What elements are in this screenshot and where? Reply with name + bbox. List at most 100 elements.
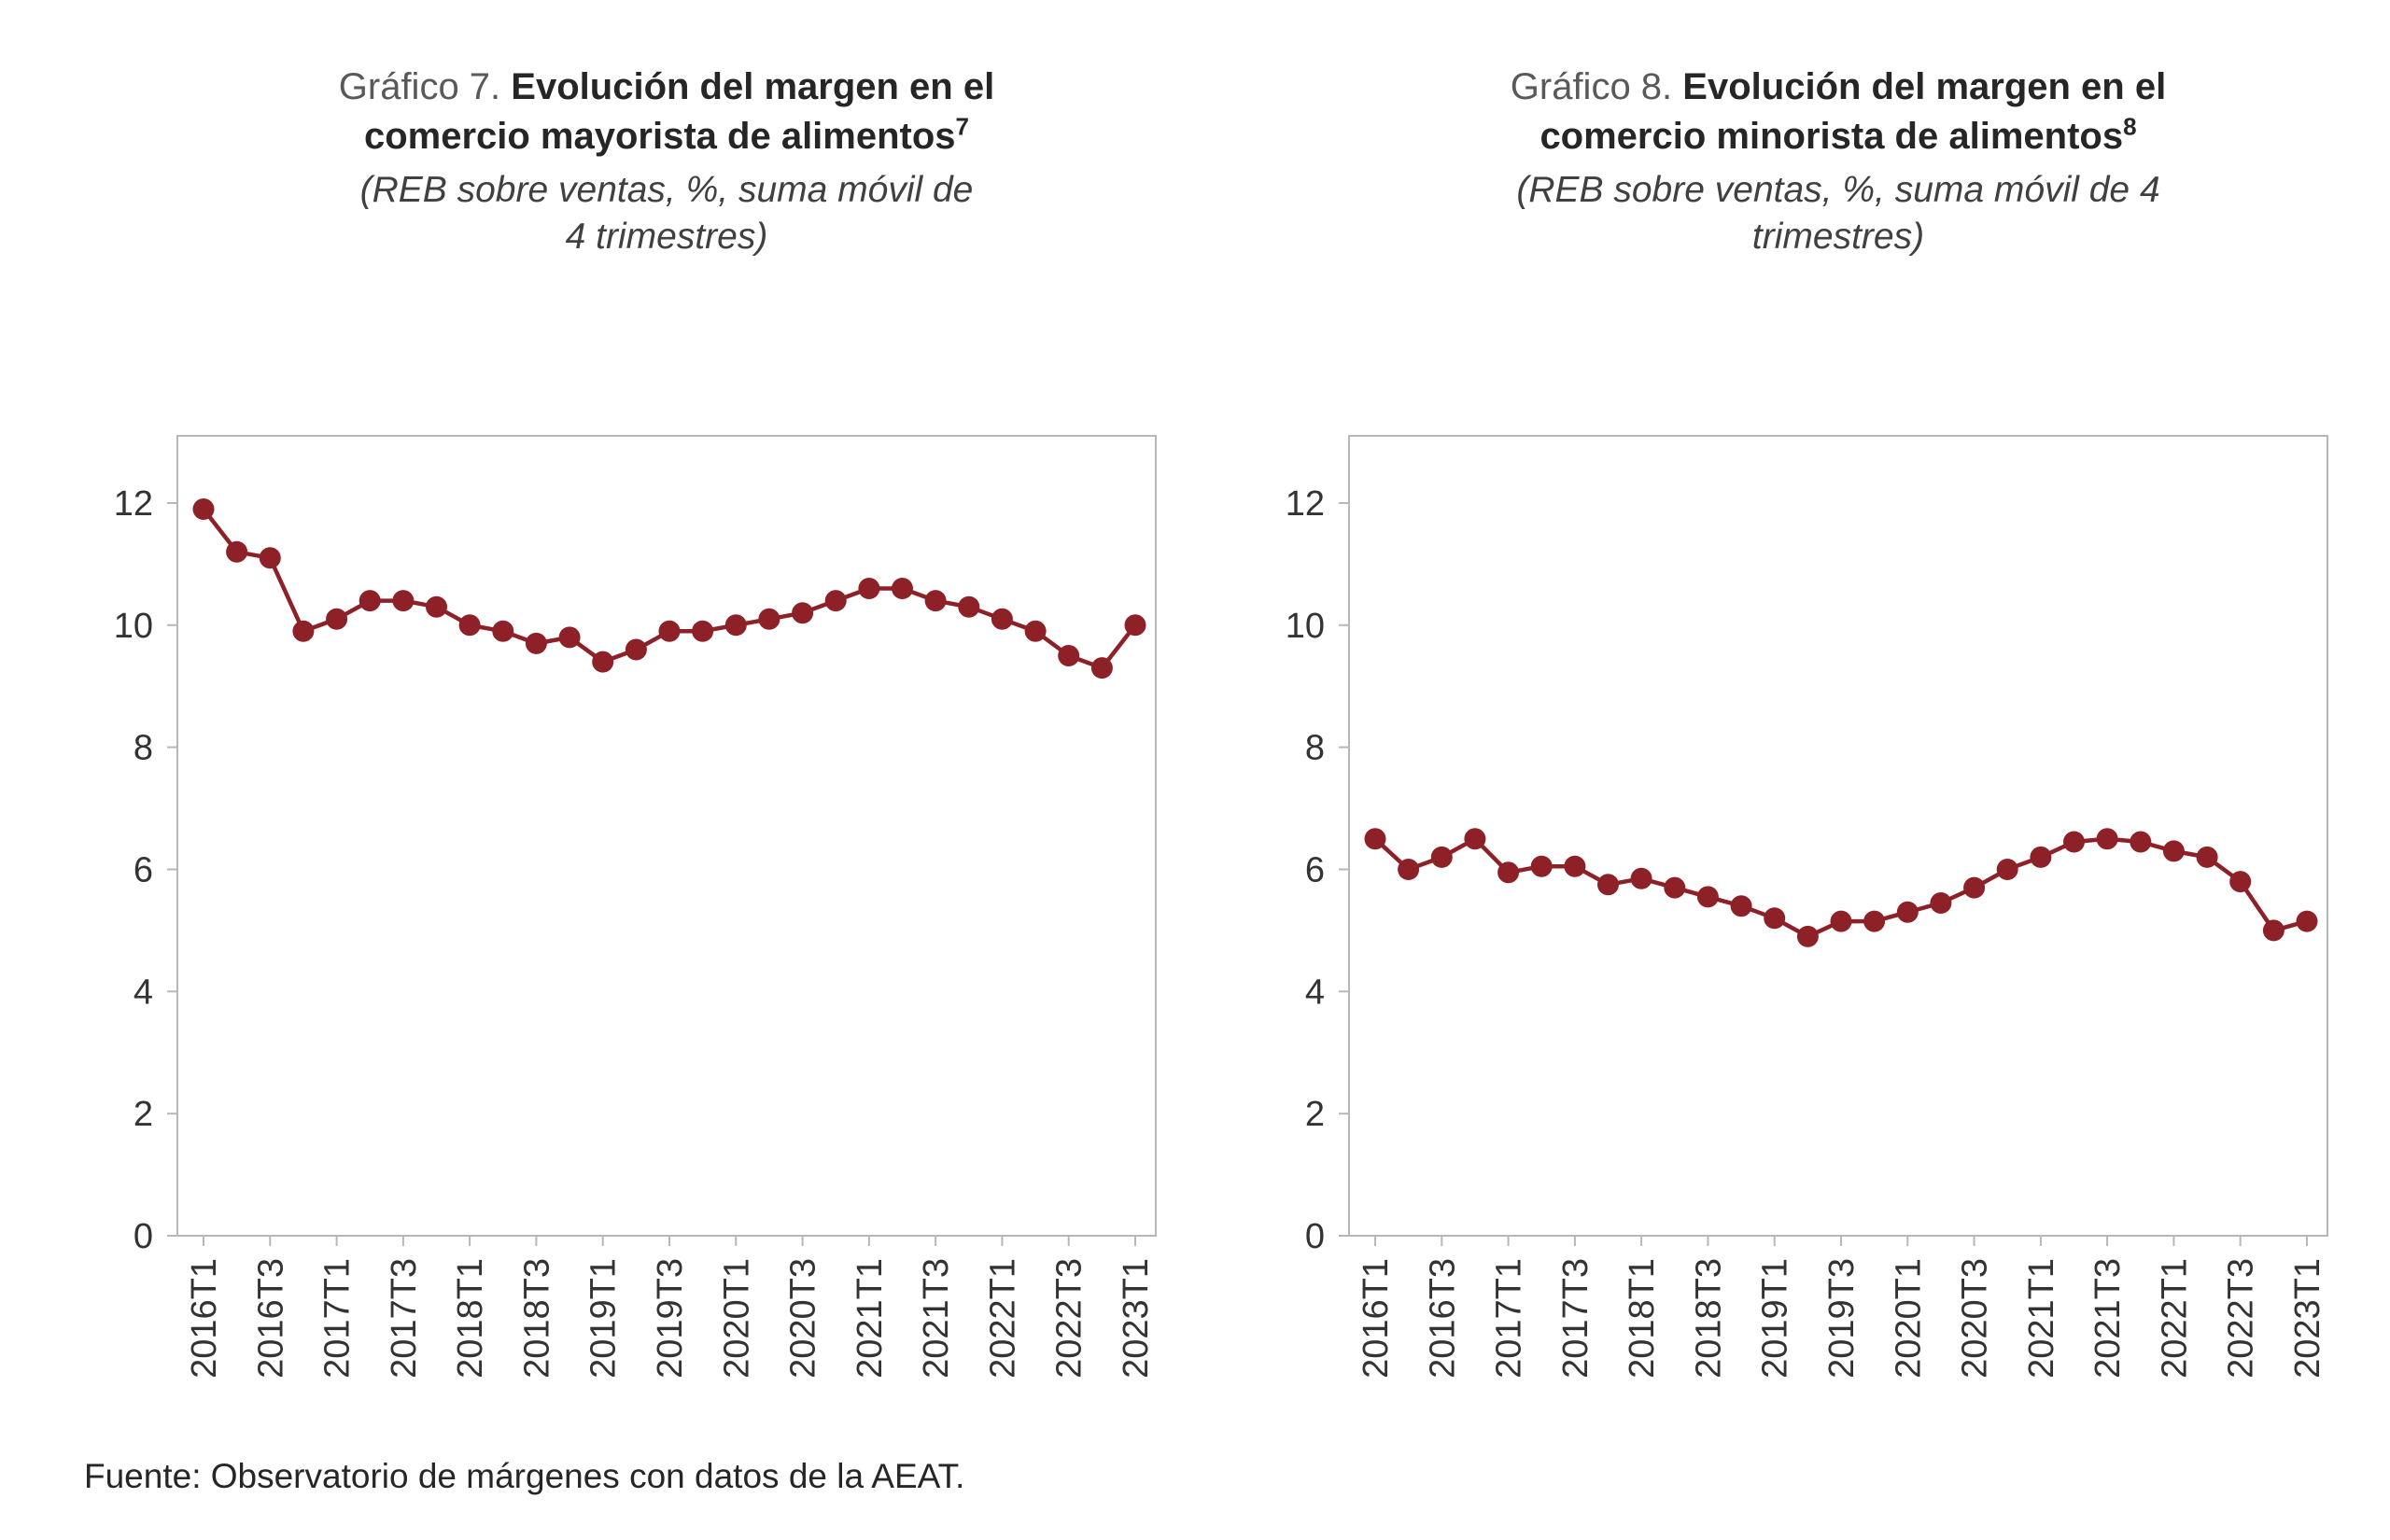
data-point-marker: [792, 602, 814, 624]
plot-area-border: [176, 435, 1157, 1237]
x-tick-label: 2018T1: [451, 1258, 490, 1379]
chart-subtitle: (REB sobre ventas, %, suma móvil de 4 tr…: [359, 169, 974, 258]
y-tick-label: 0: [1305, 1217, 1325, 1256]
data-point-marker: [2063, 831, 2085, 853]
data-point-marker: [1058, 645, 1080, 666]
y-tick-label: 6: [134, 851, 153, 890]
data-point-marker: [1730, 895, 1752, 917]
x-tick-label: 2022T1: [2155, 1258, 2194, 1379]
data-line: [201, 507, 1138, 670]
data-point-marker: [492, 620, 514, 642]
data-point-marker: [259, 547, 281, 569]
chart-title: Gráfico 7. Evolución del margen en el co…: [284, 63, 1049, 161]
chart-figure-grafico-8: Gráfico 8. Evolución del margen en el co…: [1256, 51, 2343, 1451]
data-point-marker: [1090, 657, 1113, 679]
data-point-marker: [1630, 867, 1652, 889]
data-point-marker: [1896, 901, 1919, 923]
data-point-marker: [958, 595, 980, 618]
footnote-mark: 8: [2123, 112, 2137, 141]
x-tick-label: 2017T1: [1490, 1258, 1529, 1379]
data-point-marker: [2162, 840, 2185, 862]
footnote-mark: 7: [955, 112, 970, 141]
chart-title-main: Evolución del margen en el comercio mayo…: [363, 66, 995, 157]
data-point-marker: [924, 590, 947, 612]
y-tick-label: 8: [134, 729, 153, 768]
data-point-marker: [392, 590, 415, 612]
x-tick-label: 2022T3: [2222, 1258, 2261, 1379]
data-point-marker: [292, 620, 315, 642]
x-tick-label: 2021T1: [851, 1258, 890, 1379]
data-point-marker: [858, 578, 880, 599]
x-tick-label: 2021T3: [2088, 1258, 2128, 1379]
data-point-marker: [326, 608, 348, 630]
x-tick-label: 2016T1: [1357, 1258, 1396, 1379]
line-chart-minorista: 0 2 4 6 8 10 12 2016T1 2016T3 2017T1 2017T3 2018T1 2…: [1286, 435, 2328, 1379]
x-tick-label: 2019T3: [1822, 1258, 1862, 1379]
data-point-marker: [991, 608, 1013, 630]
chart-number-label: Gráfico 7.: [338, 66, 501, 107]
data-point-marker: [1124, 614, 1146, 637]
data-point-marker: [758, 608, 780, 630]
data-point-marker: [1530, 855, 1553, 877]
data-point-marker: [1830, 910, 1852, 932]
x-tick-label: 2020T1: [717, 1258, 756, 1379]
x-tick-label: 2016T3: [1423, 1258, 1462, 1379]
chart-title: Gráfico 8. Evolución del margen en el co…: [1455, 63, 2221, 161]
y-tick-label: 6: [1305, 851, 1325, 890]
chart-title-text: Evolución del margen en el comercio mayo…: [364, 66, 994, 157]
charts-row: Gráfico 7. Evolución del margen en el co…: [84, 51, 2343, 1451]
x-tick-label: 2016T1: [185, 1258, 224, 1379]
chart-number-label: Gráfico 8.: [1510, 66, 1673, 107]
y-tick-label: 8: [1305, 729, 1325, 768]
x-tick-label: 2016T3: [251, 1258, 290, 1379]
data-point-marker: [458, 614, 481, 637]
x-tick-label: 2023T1: [1117, 1258, 1156, 1379]
y-tick-label: 12: [1286, 484, 1325, 524]
data-point-marker: [1696, 886, 1719, 908]
y-tick-label: 2: [134, 1095, 153, 1134]
y-tick-label: 2: [1305, 1095, 1325, 1134]
data-point-marker: [192, 498, 215, 520]
x-tick-label: 2017T1: [318, 1258, 358, 1379]
data-point-marker: [2296, 910, 2318, 932]
data-point-marker: [226, 540, 248, 563]
data-point-marker: [1764, 907, 1786, 930]
data-point-marker: [625, 638, 647, 661]
data-point-marker: [2229, 871, 2252, 893]
line-chart-mayorista: 0 2 4 6 8 10 12 2016T1 2016T3 2017T1 2017T3 2018T1 2…: [114, 435, 1157, 1379]
x-tick-label: 2021T3: [917, 1258, 956, 1379]
y-tick-label: 12: [114, 484, 153, 524]
data-point-marker: [1597, 874, 1619, 896]
x-tick-label: 2023T1: [2288, 1258, 2327, 1379]
data-point-marker: [1464, 828, 1486, 850]
chart-figure-grafico-7: Gráfico 7. Evolución del margen en el co…: [84, 51, 1172, 1451]
data-point-marker: [1930, 892, 1952, 914]
data-point-marker: [2196, 846, 2218, 868]
chart-header-grafico-8: Gráfico 8. Evolución del margen en el co…: [1349, 51, 2327, 425]
chart-subtitle: (REB sobre ventas, %, suma móvil de 4 tr…: [1516, 169, 2160, 258]
data-point-marker: [1364, 828, 1386, 850]
x-tick-label: 2019T1: [1756, 1258, 1795, 1379]
data-point-marker: [658, 620, 681, 642]
y-tick-label: 4: [134, 973, 153, 1012]
source-note: Fuente: Observatorio de márgenes con dat…: [84, 1457, 965, 1495]
data-point-marker: [1430, 846, 1453, 868]
data-point-marker: [1796, 925, 1819, 947]
y-tick-label: 4: [1305, 973, 1325, 1012]
data-point-marker: [2030, 846, 2052, 868]
x-tick-label: 2020T1: [1889, 1258, 1928, 1379]
x-tick-label: 2018T1: [1623, 1258, 1662, 1379]
data-point-marker: [1497, 861, 1520, 884]
data-point-marker: [1564, 855, 1586, 877]
data-point-marker: [592, 651, 614, 673]
data-point-marker: [1398, 859, 1420, 880]
x-tick-label: 2019T1: [584, 1258, 624, 1379]
data-point-marker: [892, 578, 913, 599]
plot-area-border: [1348, 435, 2328, 1237]
x-tick-label: 2022T3: [1050, 1258, 1090, 1379]
x-tick-label: 2018T3: [1689, 1258, 1728, 1379]
data-point-marker: [2130, 831, 2152, 853]
data-point-marker: [1963, 876, 1986, 899]
x-tick-label: 2020T3: [1956, 1258, 1995, 1379]
